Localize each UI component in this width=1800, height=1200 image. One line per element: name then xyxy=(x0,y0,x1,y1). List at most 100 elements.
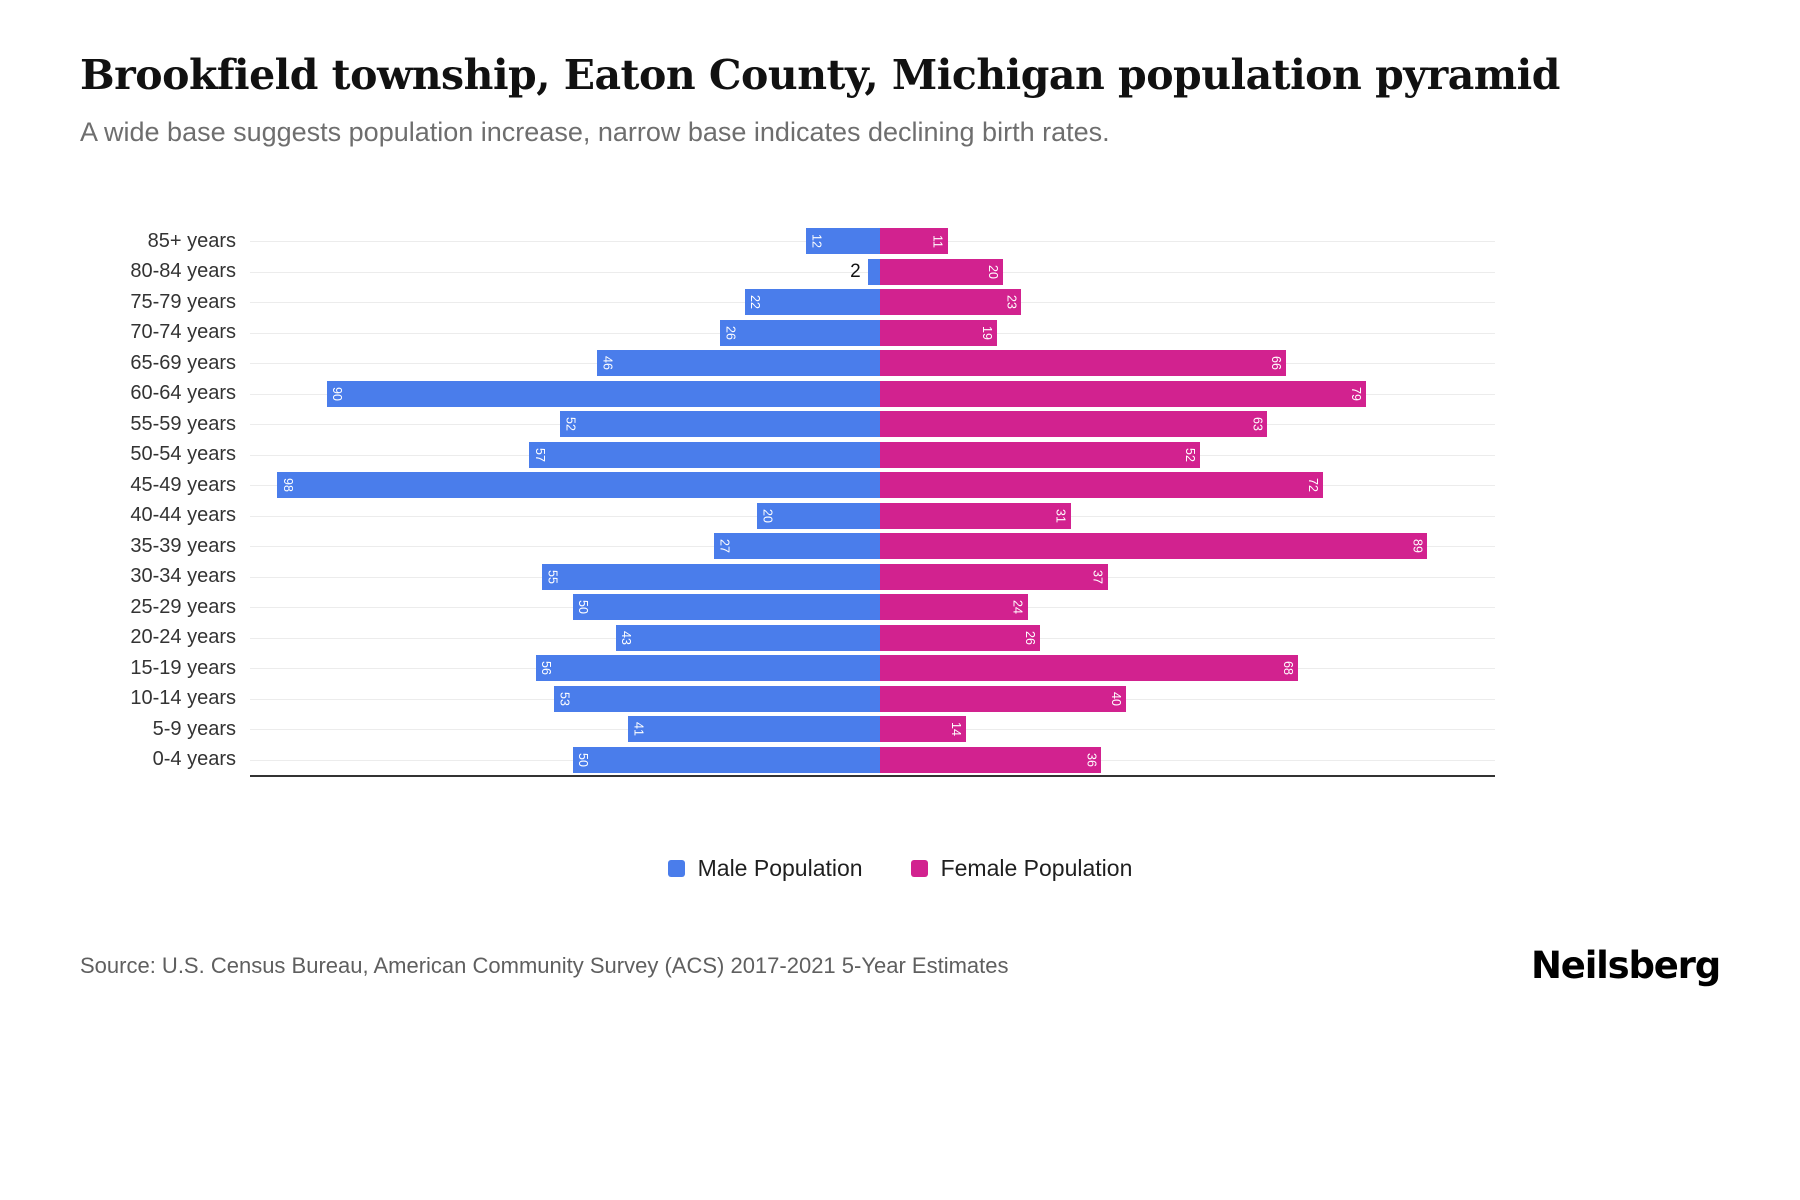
female-bar: 36 xyxy=(880,746,1102,773)
male-bar-value: 52 xyxy=(563,417,578,432)
male-bar-value: 55 xyxy=(545,569,560,584)
male-bar-zone: 43 xyxy=(250,623,880,654)
male-bar-zone: 50 xyxy=(250,592,880,623)
female-bar: 68 xyxy=(880,655,1299,682)
male-bar: 98 xyxy=(277,472,880,499)
female-bar-zone: 63 xyxy=(880,409,1495,440)
pyramid-row: 85+ years 12 11 xyxy=(80,226,1720,257)
male-bar: 57 xyxy=(529,441,880,468)
pyramid-row: 25-29 years 50 24 xyxy=(80,592,1720,623)
female-bar-value: 79 xyxy=(1348,386,1363,401)
male-bar-value: 53 xyxy=(557,691,572,706)
male-bar: 20 xyxy=(757,502,880,529)
male-bar-zone: 90 xyxy=(250,379,880,410)
source-attribution: Source: U.S. Census Bureau, American Com… xyxy=(80,952,1009,978)
legend-item-female[interactable]: Female Population xyxy=(910,855,1132,882)
pyramid-row: 40-44 years 20 31 xyxy=(80,501,1720,532)
female-bar-zone: 19 xyxy=(880,318,1495,349)
male-bar-value: 41 xyxy=(631,722,646,737)
male-bar-value: 27 xyxy=(717,539,732,554)
female-bar-zone: 14 xyxy=(880,714,1495,745)
age-group-label: 40-44 years xyxy=(130,504,236,527)
female-bar-value: 68 xyxy=(1281,661,1296,676)
male-bar-zone: 20 xyxy=(250,501,880,532)
age-group-label: 35-39 years xyxy=(130,534,236,557)
pyramid-row: 30-34 years 55 37 xyxy=(80,562,1720,593)
male-bar: 50 xyxy=(572,746,880,773)
male-bar-value: 26 xyxy=(723,325,738,340)
x-axis-line xyxy=(250,775,1495,778)
age-group-label: 75-79 years xyxy=(130,290,236,313)
female-bar-zone: 37 xyxy=(880,562,1495,593)
female-bar-zone: 40 xyxy=(880,684,1495,715)
male-bar: 50 xyxy=(572,594,880,621)
female-bar-value: 14 xyxy=(949,722,964,737)
female-bar: 23 xyxy=(880,289,1022,316)
female-bar-value: 66 xyxy=(1268,356,1283,371)
female-bar: 26 xyxy=(880,624,1040,651)
female-bar: 63 xyxy=(880,411,1268,438)
population-pyramid-chart: 85+ years 12 11 80-84 years 2 20 75-79 years 22… xyxy=(80,226,1720,778)
male-bar: 55 xyxy=(541,563,880,590)
male-bar: 56 xyxy=(535,655,880,682)
pyramid-row: 45-49 years 98 72 xyxy=(80,470,1720,501)
female-bar: 72 xyxy=(880,472,1323,499)
female-bar-zone: 26 xyxy=(880,623,1495,654)
female-bar-zone: 31 xyxy=(880,501,1495,532)
pyramid-row: 75-79 years 22 23 xyxy=(80,287,1720,318)
female-bar-zone: 11 xyxy=(880,226,1495,257)
pyramid-row: 20-24 years 43 26 xyxy=(80,623,1720,654)
male-bar-zone: 22 xyxy=(250,287,880,318)
male-bar-zone: 50 xyxy=(250,745,880,776)
pyramid-row: 0-4 years 50 36 xyxy=(80,745,1720,776)
female-bar: 24 xyxy=(880,594,1028,621)
pyramid-row: 35-39 years 27 89 xyxy=(80,531,1720,562)
male-bar-zone: 27 xyxy=(250,531,880,562)
male-bar: 41 xyxy=(627,716,880,743)
female-bar: 52 xyxy=(880,441,1200,468)
female-bar-value: 52 xyxy=(1182,447,1197,462)
male-bar-value: 50 xyxy=(576,600,590,615)
male-bar-value: 2 xyxy=(850,260,861,282)
male-bar: 27 xyxy=(713,533,880,560)
female-bar-zone: 23 xyxy=(880,287,1495,318)
female-bar: 40 xyxy=(880,685,1126,712)
male-bar-value: 57 xyxy=(532,447,547,462)
male-bar: 52 xyxy=(560,411,880,438)
male-bar-zone: 52 xyxy=(250,409,880,440)
male-bar-zone: 2 xyxy=(250,257,880,288)
pyramid-row: 55-59 years 52 63 xyxy=(80,409,1720,440)
female-bar: 14 xyxy=(880,716,967,743)
age-group-label: 80-84 years xyxy=(130,260,236,283)
female-legend-swatch xyxy=(910,860,928,878)
chart-footer: Source: U.S. Census Bureau, American Com… xyxy=(80,944,1721,987)
pyramid-row: 80-84 years 2 20 xyxy=(80,257,1720,288)
male-bar-value: 50 xyxy=(576,752,590,767)
pyramid-rows: 85+ years 12 11 80-84 years 2 20 75-79 years 22… xyxy=(80,226,1720,775)
female-bar-value: 24 xyxy=(1010,600,1025,615)
female-bar-zone: 72 xyxy=(880,470,1495,501)
age-group-label: 15-19 years xyxy=(130,656,236,679)
legend-item-male[interactable]: Male Population xyxy=(667,855,863,882)
pyramid-row: 60-64 years 90 79 xyxy=(80,379,1720,410)
female-bar-value: 19 xyxy=(979,325,994,340)
female-bar: 11 xyxy=(880,228,948,255)
female-bar-value: 31 xyxy=(1053,508,1068,523)
male-bar-zone: 53 xyxy=(250,684,880,715)
female-bar-zone: 66 xyxy=(880,348,1495,379)
age-group-label: 25-29 years xyxy=(130,595,236,618)
age-group-label: 30-34 years xyxy=(130,565,236,588)
male-bar-value: 12 xyxy=(809,234,824,249)
pyramid-row: 50-54 years 57 52 xyxy=(80,440,1720,471)
pyramid-row: 70-74 years 26 19 xyxy=(80,318,1720,349)
age-group-label: 45-49 years xyxy=(130,473,236,496)
female-bar: 66 xyxy=(880,350,1286,377)
female-bar-value: 11 xyxy=(930,234,945,248)
pyramid-row: 65-69 years 46 66 xyxy=(80,348,1720,379)
male-bar: 43 xyxy=(615,624,880,651)
pyramid-row: 15-19 years 56 68 xyxy=(80,653,1720,684)
male-bar-zone: 55 xyxy=(250,562,880,593)
female-bar-value: 63 xyxy=(1250,417,1265,432)
female-bar-value: 37 xyxy=(1090,569,1105,584)
male-bar-zone: 12 xyxy=(250,226,880,257)
